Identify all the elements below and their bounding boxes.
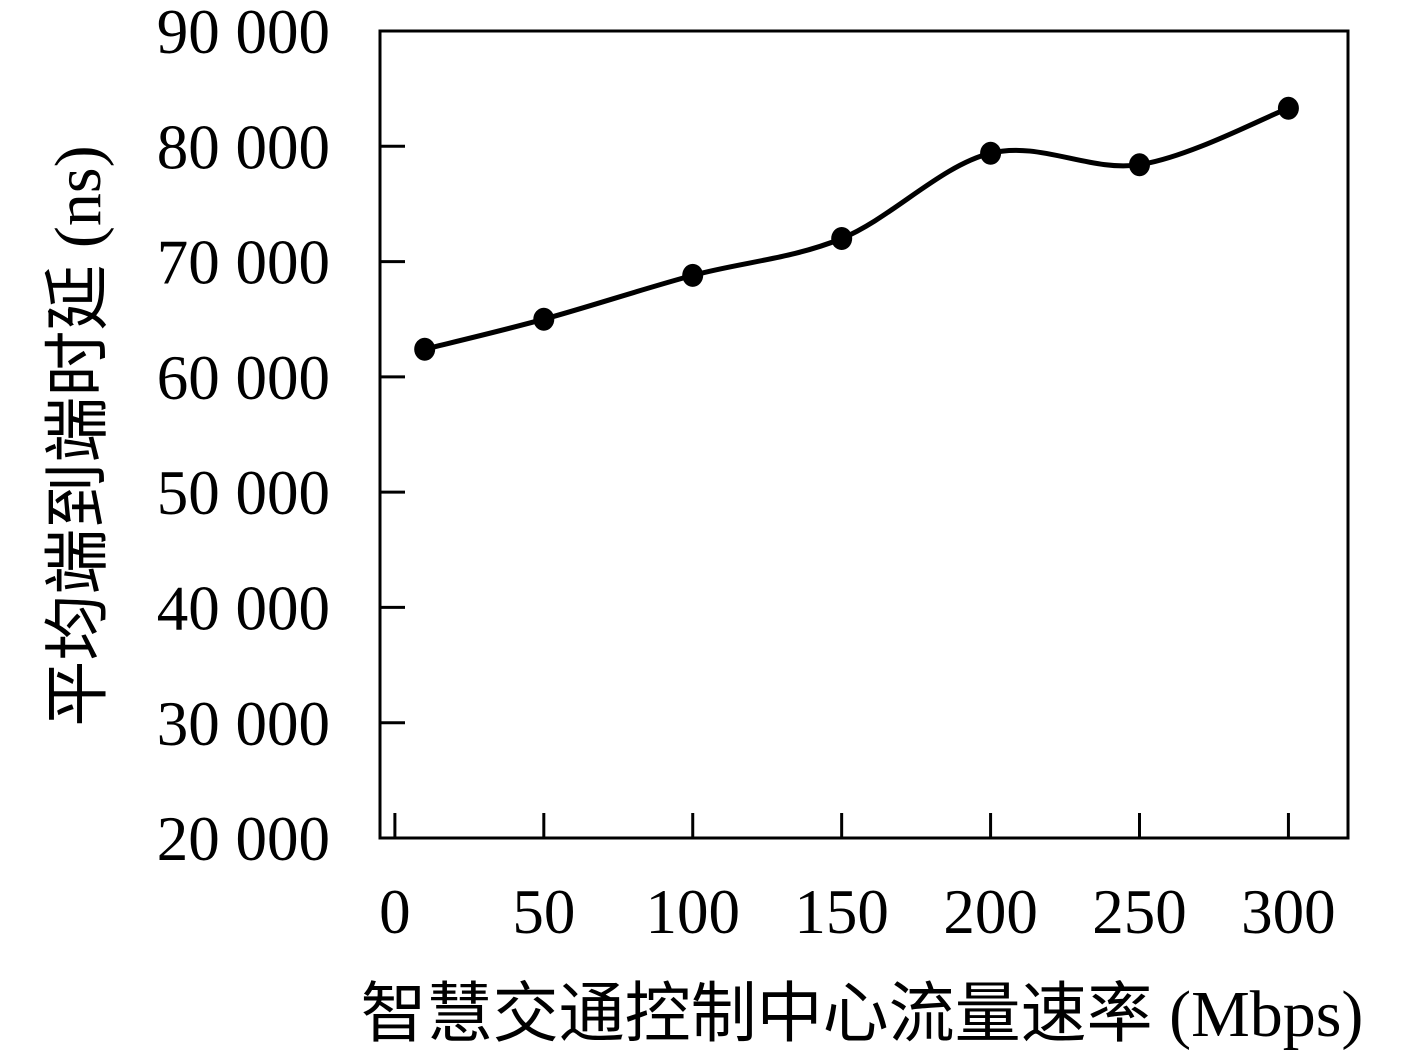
data-point [1277, 96, 1299, 120]
data-point [414, 337, 436, 361]
x-tick-label: 50 [512, 877, 575, 947]
data-point [980, 141, 1002, 165]
x-tick-label: 150 [794, 877, 889, 947]
data-point [533, 307, 555, 331]
x-tick-label: 100 [645, 877, 740, 947]
y-tick-label: 30 000 [157, 689, 330, 759]
x-tick-label: 0 [379, 877, 411, 947]
y-axis-title: 平均端到端时延 (ns) [42, 145, 115, 727]
y-tick-label: 90 000 [157, 0, 330, 67]
x-tick-label: 300 [1241, 877, 1336, 947]
data-point [1129, 153, 1150, 177]
x-tick-label: 200 [943, 877, 1038, 947]
y-tick-label: 50 000 [157, 458, 330, 528]
y-tick-label: 60 000 [157, 343, 330, 413]
plot-frame [378, 29, 1350, 840]
y-tick-label: 70 000 [157, 228, 330, 298]
x-tick-label: 250 [1092, 877, 1187, 947]
y-tick-label: 80 000 [157, 112, 330, 182]
y-tick-label: 20 000 [157, 804, 330, 874]
data-point [682, 263, 704, 287]
x-axis-title: 智慧交通控制中心流量速率 (Mbps) [360, 978, 1364, 1051]
data-point [831, 227, 853, 250]
series-line [422, 105, 1291, 352]
y-tick-label: 40 000 [157, 573, 330, 643]
